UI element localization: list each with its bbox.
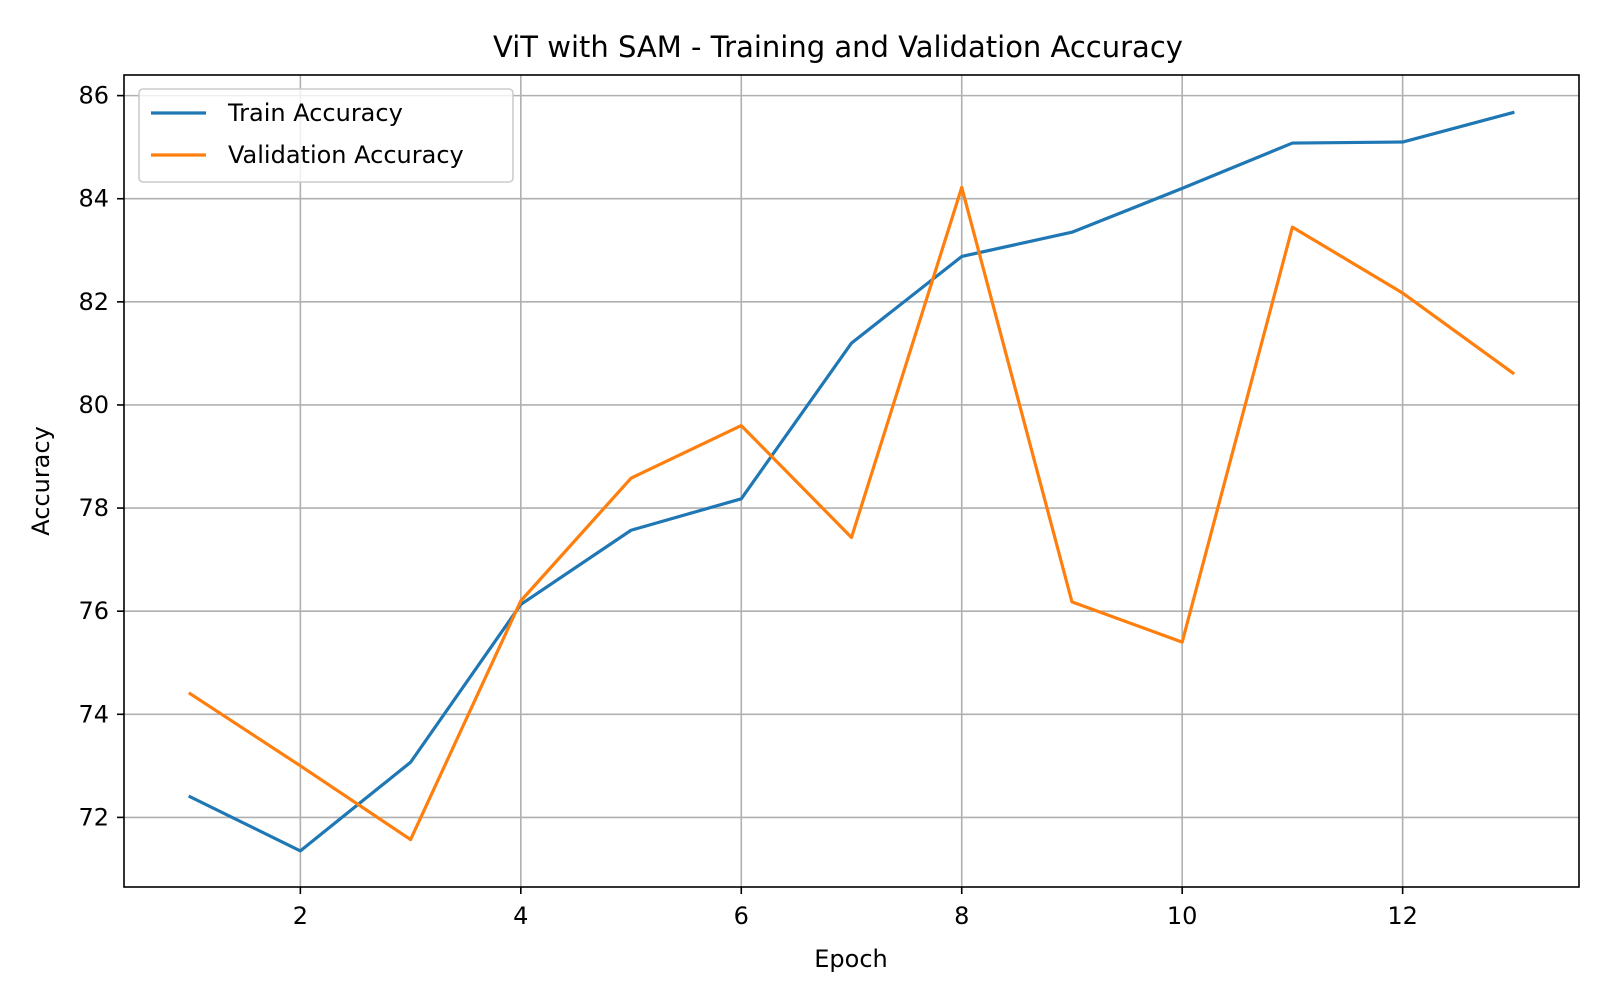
legend-label-train-accuracy: Train Accuracy [227, 99, 403, 127]
x-tick-label-10: 10 [1167, 902, 1198, 930]
series-line-train-accuracy [187, 110, 1515, 853]
legend-label-validation-accuracy: Validation Accuracy [228, 141, 464, 169]
x-tick-label-4: 4 [513, 902, 528, 930]
series-line-validation-accuracy [187, 185, 1516, 842]
y-tick-label-74: 74 [78, 700, 109, 728]
series-lines [187, 110, 1516, 853]
axis-ticks: 2 4 6 8 10 12 72 74 76 78 80 82 84 86 [78, 82, 1417, 930]
y-tick-label-76: 76 [78, 597, 109, 625]
chart-title: ViT with SAM - Training and Validation A… [493, 30, 1183, 64]
grid-lines [124, 75, 1579, 887]
y-tick-label-80: 80 [78, 391, 109, 419]
y-tick-label-82: 82 [78, 288, 109, 316]
x-axis-label: Epoch [814, 945, 888, 973]
legend: Train Accuracy Validation Accuracy [138, 88, 514, 183]
y-tick-label-78: 78 [78, 494, 109, 522]
x-tick-label-6: 6 [734, 902, 749, 930]
y-tick-label-72: 72 [78, 803, 109, 831]
legend-box [138, 88, 514, 183]
x-tick-label-12: 12 [1387, 902, 1418, 930]
y-tick-label-86: 86 [78, 82, 109, 110]
axes-frame [123, 74, 1580, 888]
x-tick-label-8: 8 [954, 902, 969, 930]
y-axis-label: Accuracy [27, 426, 55, 536]
x-tick-label-2: 2 [293, 902, 308, 930]
y-tick-label-84: 84 [78, 185, 109, 213]
